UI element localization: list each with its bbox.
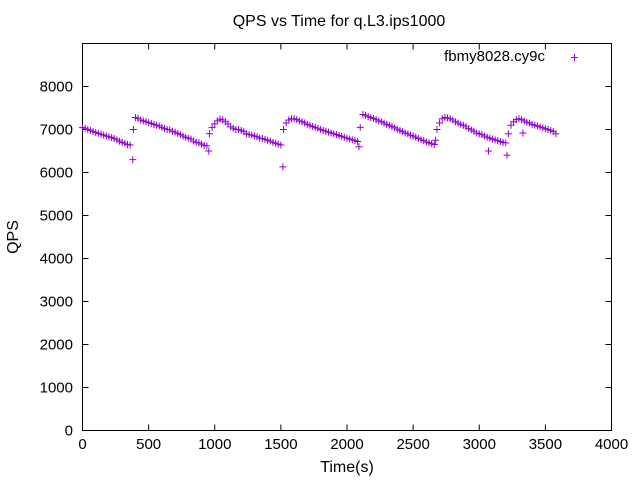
data-point: [485, 147, 493, 155]
y-tick-label: 6000: [40, 165, 73, 182]
x-tick-label: 3000: [463, 436, 496, 453]
data-point: [504, 130, 512, 138]
data-point: [280, 126, 288, 133]
legend-marker: [571, 54, 578, 61]
legend-label: fbmy8028.cy9c: [444, 48, 545, 65]
data-point: [279, 163, 287, 171]
x-axis: 0 500 1000 1500 2000 2500 3000 3500 4000: [78, 43, 628, 453]
legend-marker-plus: [571, 54, 578, 61]
y-axis: 0 1000 2000 3000 4000 5000 6000 7000 8000: [40, 79, 612, 440]
data-point: [129, 156, 137, 164]
y-tick-label: 4000: [40, 251, 73, 268]
data-point: [502, 139, 510, 147]
data-point: [356, 123, 364, 131]
x-tick-label: 4000: [595, 436, 628, 453]
x-tick-label: 2000: [330, 436, 363, 453]
data-point: [552, 130, 560, 138]
x-tick-label: 0: [78, 436, 86, 453]
data-point: [203, 142, 211, 150]
data-point: [126, 141, 134, 149]
x-axis-label: Time(s): [320, 459, 374, 476]
x-tick-label: 1500: [264, 436, 297, 453]
y-axis-label: QPS: [5, 220, 22, 254]
data-point: [277, 141, 285, 149]
data-point: [519, 129, 527, 137]
data-point: [503, 151, 511, 159]
data-point: [129, 126, 137, 133]
x-tick-label: 2500: [396, 436, 429, 453]
data-point: [354, 138, 362, 146]
data-point: [205, 130, 213, 138]
data-point: [433, 126, 441, 133]
y-tick-label: 7000: [40, 122, 73, 139]
data-points: [79, 110, 560, 171]
plot-frame: [82, 43, 612, 431]
data-point: [355, 143, 363, 151]
x-tick-label: 500: [136, 436, 161, 453]
legend: fbmy8028.cy9c: [444, 48, 578, 65]
y-tick-label: 2000: [40, 337, 73, 354]
y-tick-label: 3000: [40, 294, 73, 311]
data-point: [436, 119, 444, 127]
y-tick-label: 8000: [40, 79, 73, 96]
y-tick-label: 0: [65, 423, 73, 440]
y-tick-label: 5000: [40, 208, 73, 225]
x-tick-label: 1000: [198, 436, 231, 453]
chart-title: QPS vs Time for q.L3.ips1000: [233, 13, 446, 30]
y-tick-label: 1000: [40, 380, 73, 397]
data-point: [430, 141, 438, 149]
x-tick-label: 3500: [529, 436, 562, 453]
data-point: [205, 147, 213, 155]
data-point: [432, 136, 440, 144]
